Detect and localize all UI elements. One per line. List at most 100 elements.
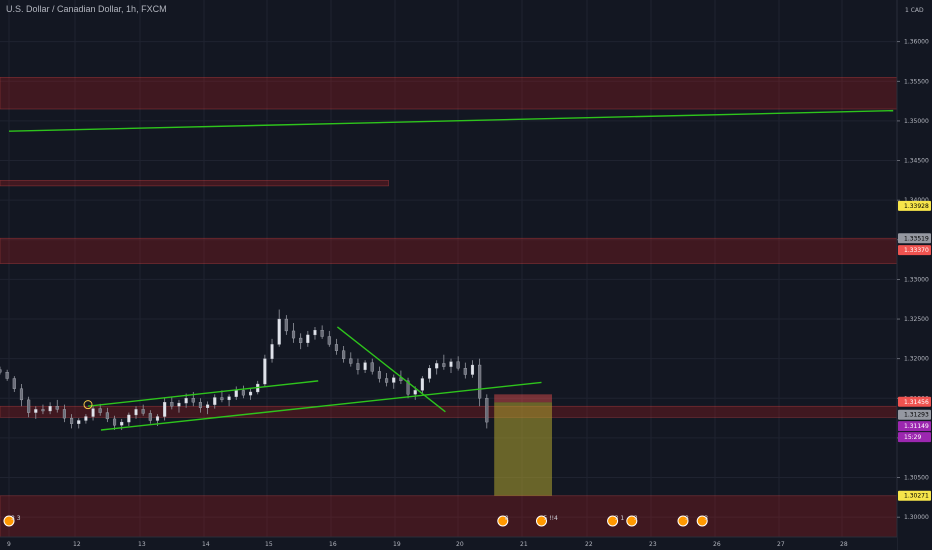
- candle-body: [392, 377, 396, 383]
- candle-body: [327, 336, 331, 345]
- candle-body: [363, 362, 367, 370]
- price-tag-label: 1.31456: [904, 399, 929, 406]
- price-tag-bg[interactable]: [898, 432, 931, 443]
- candle-body: [320, 329, 324, 337]
- candle-body: [449, 361, 453, 367]
- candle-body: [170, 402, 174, 407]
- x-tick-label: 21: [520, 541, 528, 548]
- resistance-zone[interactable]: [0, 495, 898, 538]
- x-tick-label: 28: [840, 541, 848, 548]
- candle-body: [377, 371, 381, 379]
- time-axis[interactable]: 9 12 13 14 15 16 19 20 21 22 23 26 27 28: [0, 536, 897, 550]
- y-tick-label: 1.32000: [904, 356, 929, 363]
- price-axis[interactable]: 1 CAD 1.36000 1.35500 1.35000 1.34500 1.34000…: [896, 0, 932, 550]
- price-tag-bg[interactable]: [898, 490, 931, 501]
- candle-body: [213, 397, 217, 405]
- trendline[interactable]: [100, 381, 542, 431]
- candle-body: [127, 414, 131, 423]
- candle-body: [163, 402, 167, 417]
- trendline[interactable]: [336, 326, 446, 413]
- price-tag-bg[interactable]: [898, 245, 931, 256]
- price-tag-label: 1.31293: [904, 412, 929, 419]
- event-label: 3 3: [11, 515, 21, 522]
- candle-body: [442, 363, 446, 367]
- y-tick-label: 1.34500: [904, 158, 929, 165]
- event-label: 8: [505, 515, 509, 522]
- candle-body: [299, 337, 303, 343]
- x-tick-label: 14: [202, 541, 210, 548]
- candle-body: [291, 330, 296, 339]
- x-tick-label: 26: [713, 541, 721, 548]
- event-icon[interactable]: [607, 515, 619, 527]
- event-icon[interactable]: [536, 515, 547, 527]
- price-tag-bg[interactable]: [898, 200, 931, 211]
- event-icon[interactable]: [497, 515, 509, 527]
- candle-body: [413, 390, 417, 395]
- candle-body: [177, 402, 181, 407]
- candle-body: [120, 421, 124, 426]
- price-tag-bg[interactable]: [898, 409, 931, 420]
- candle-body: [435, 363, 439, 369]
- price-tag-bg[interactable]: [898, 233, 931, 244]
- candle-body: [456, 361, 460, 369]
- event-label: 3 1: [615, 515, 625, 522]
- trendlines[interactable]: [8, 109, 894, 431]
- axis-unit-label: 1 CAD: [905, 7, 924, 14]
- candle-body: [306, 334, 310, 343]
- event-markers[interactable]: 8 5 !!4 3 1 3 3 3 3 3: [3, 515, 708, 527]
- event-icon[interactable]: [626, 515, 638, 527]
- candle-body: [227, 396, 231, 401]
- resistance-zone[interactable]: [0, 180, 389, 187]
- candle-body: [478, 364, 482, 399]
- candle-body: [27, 399, 31, 413]
- stop-zone[interactable]: [494, 394, 552, 403]
- resistance-zone[interactable]: [0, 237, 898, 264]
- candle-body: [184, 398, 188, 404]
- x-tick-label: 15: [265, 541, 273, 548]
- candle-body: [249, 391, 253, 396]
- price-tag-bg[interactable]: [898, 421, 931, 432]
- candle-body: [420, 378, 424, 391]
- x-tick-label: 12: [73, 541, 81, 548]
- price-tag-label: 1.33370: [904, 247, 929, 254]
- candle-body: [342, 350, 346, 359]
- price-tag-label: 1.33519: [904, 235, 929, 242]
- position-box[interactable]: [494, 394, 552, 496]
- y-tick-label: 1.30500: [904, 475, 929, 482]
- event-label: 3: [685, 515, 689, 522]
- candle-body: [70, 417, 74, 424]
- candle-body: [84, 416, 88, 421]
- candle-body: [62, 409, 66, 419]
- candle-body: [263, 358, 267, 385]
- candle-body: [485, 398, 489, 423]
- candle-body: [134, 409, 138, 416]
- candle-body: [356, 363, 360, 370]
- grid-lines: [0, 0, 897, 537]
- target-zone[interactable]: [494, 402, 552, 496]
- candle-body: [406, 380, 410, 395]
- y-tick-label: 1.35000: [904, 118, 929, 125]
- candle-body: [313, 329, 317, 336]
- event-label: 3: [704, 515, 708, 522]
- x-tick-label: 23: [649, 541, 657, 548]
- trendline[interactable]: [87, 380, 319, 407]
- event-icon[interactable]: [696, 515, 708, 527]
- event-icon[interactable]: [3, 515, 15, 527]
- candle-body: [5, 372, 9, 379]
- x-tick-label: 13: [138, 541, 146, 548]
- y-tick-label: 1.30000: [904, 514, 929, 521]
- price-tag-bg[interactable]: [898, 396, 931, 407]
- y-tick-label: 1.36000: [904, 39, 929, 46]
- event-label: 5 !!4: [544, 515, 559, 522]
- event-label: 3: [634, 515, 638, 522]
- trendline[interactable]: [8, 109, 894, 132]
- event-icon[interactable]: [677, 515, 689, 527]
- candle-body: [55, 406, 59, 410]
- y-tick-label: 1.32500: [904, 316, 929, 323]
- y-tick-label: 1.35500: [904, 78, 929, 85]
- highlight-circle[interactable]: [83, 400, 93, 410]
- resistance-zone[interactable]: [0, 77, 898, 110]
- candle-body: [198, 402, 202, 408]
- x-tick-label: 20: [456, 541, 464, 548]
